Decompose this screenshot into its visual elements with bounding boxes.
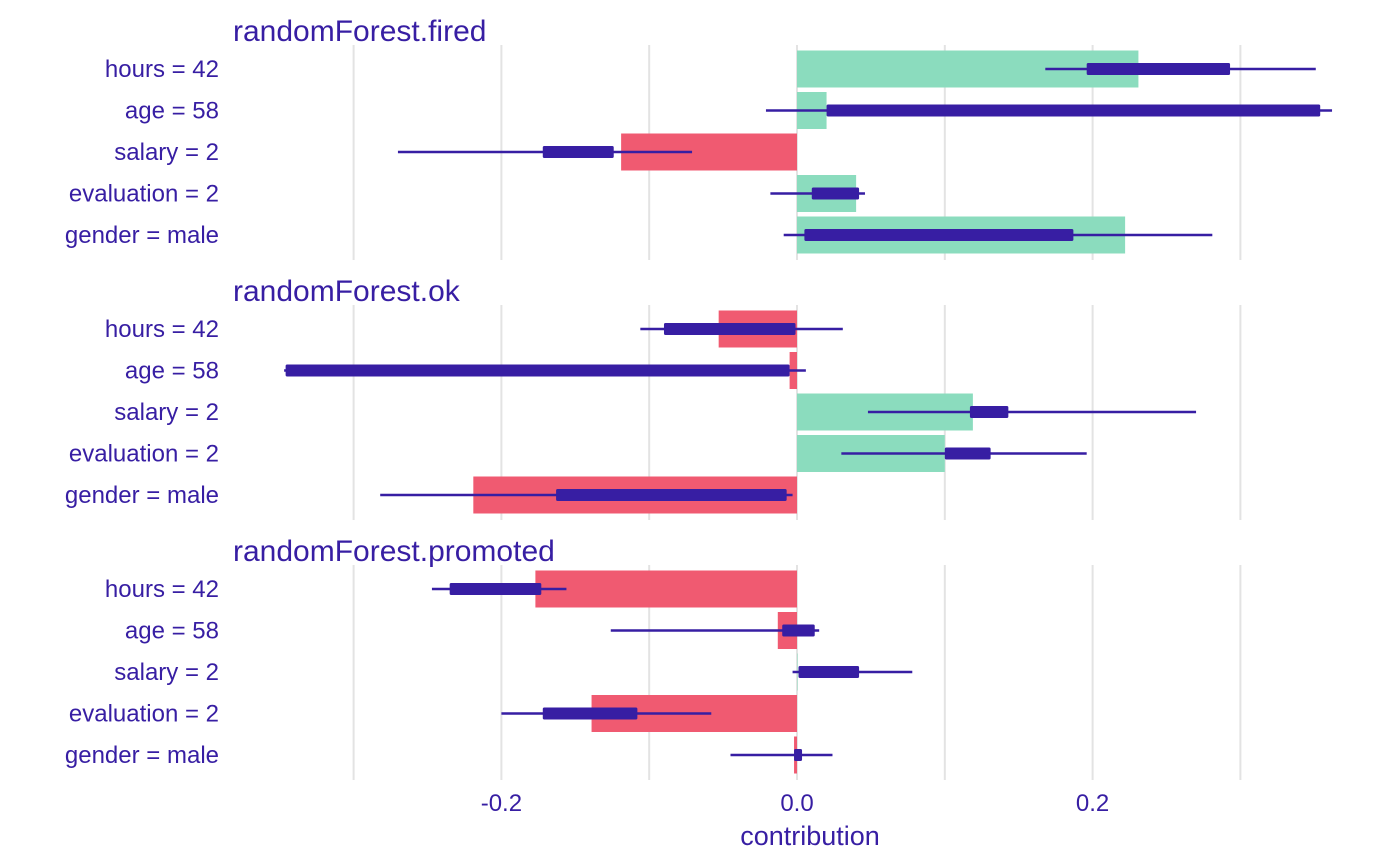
category-label: gender = male xyxy=(65,742,219,769)
interval-box xyxy=(542,707,638,720)
text-layer: randomForest.fired hours = 42 age = 58 sala… xyxy=(65,15,1109,817)
interval-box xyxy=(556,489,787,501)
category-label: gender = male xyxy=(65,482,219,509)
contribution-bar xyxy=(535,570,797,608)
x-tick-label: 0.2 xyxy=(1076,790,1109,817)
category-label: hours = 42 xyxy=(105,56,219,83)
category-label: age = 58 xyxy=(125,358,219,385)
category-label: hours = 42 xyxy=(105,576,219,603)
category-label: age = 58 xyxy=(125,98,219,125)
category-label: gender = male xyxy=(65,222,219,249)
interval-box xyxy=(782,624,815,637)
interval-box xyxy=(804,229,1074,241)
x-tick-label: 0.0 xyxy=(780,790,813,817)
interval-box xyxy=(944,447,991,460)
interval-box xyxy=(826,104,1321,117)
interval-box xyxy=(1086,63,1231,75)
interval-box xyxy=(798,666,860,678)
interval-box xyxy=(794,749,803,761)
category-label: salary = 2 xyxy=(114,659,219,686)
category-label: evaluation = 2 xyxy=(69,701,219,728)
interval-box xyxy=(542,146,614,158)
x-axis-label: contribution xyxy=(740,821,880,851)
x-tick-label: -0.2 xyxy=(481,790,522,817)
category-label: age = 58 xyxy=(125,618,219,645)
category-label: evaluation = 2 xyxy=(69,181,219,208)
category-label: salary = 2 xyxy=(114,139,219,166)
interval-box xyxy=(663,323,796,335)
category-label: salary = 2 xyxy=(114,399,219,426)
panel-title: randomForest.ok xyxy=(233,275,461,308)
interval-box xyxy=(449,583,542,595)
panel-title: randomForest.fired xyxy=(233,15,486,48)
panel-title: randomForest.promoted xyxy=(233,535,555,568)
category-label: evaluation = 2 xyxy=(69,441,219,468)
category-label: hours = 42 xyxy=(105,316,219,343)
interval-box xyxy=(811,187,860,200)
interval-box xyxy=(285,364,790,377)
interval-box xyxy=(969,406,1009,418)
interval-layer xyxy=(284,63,1333,761)
